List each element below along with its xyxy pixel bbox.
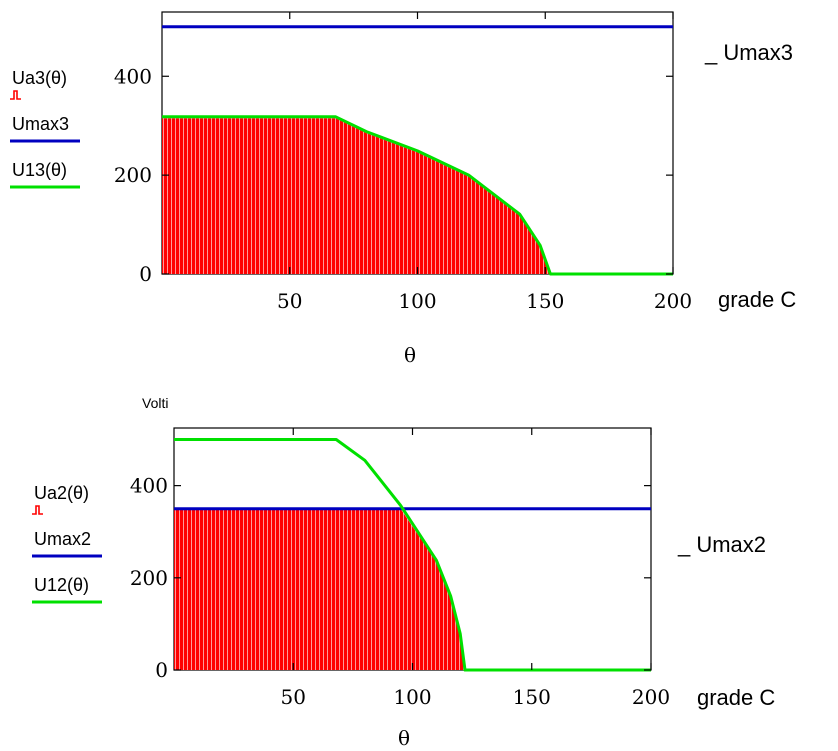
y-tick-label-1-1: 200	[130, 566, 168, 590]
legend-label-1-1: Umax2	[34, 529, 91, 549]
legend-top: Ua3(θ) Umax3 U13(θ)	[10, 68, 80, 189]
series-fill-1-0	[174, 508, 465, 670]
legend-label-0-0: Ua3(θ)	[12, 68, 67, 88]
x-unit-label-top: grade C	[718, 287, 796, 312]
series-group-bottom	[174, 438, 651, 672]
series-fill-0-0	[162, 118, 551, 274]
y-tick-label-0-0: 0	[139, 262, 152, 286]
right-label-bottom: _ Umax2	[677, 532, 766, 557]
x-var-label-top: θ	[404, 343, 416, 367]
y-tick-label-1-2: 400	[130, 474, 168, 498]
chart-top: 50 100 150 200 0 200 400 Ua3(θ) Umax3 U13(θ) _ U…	[10, 11, 796, 367]
x-unit-label-bottom: grade C	[697, 685, 775, 710]
legend-swatch-0-0	[10, 90, 21, 100]
right-label-top: _ Umax3	[704, 40, 793, 65]
x-tick-label-1-2: 150	[513, 685, 551, 709]
x-var-label-bottom: θ	[398, 726, 410, 750]
x-tick-label-0-0: 50	[277, 289, 302, 313]
legend-label-1-0: Ua2(θ)	[34, 483, 89, 503]
y-tick-label-0-1: 200	[114, 163, 152, 187]
y-tick-label-1-0: 0	[155, 658, 168, 682]
legend-bottom: Ua2(θ) Umax2 U12(θ)	[32, 483, 102, 604]
x-tick-label-0-1: 100	[398, 289, 436, 313]
axes-group-top: 50 100 150 200 0 200 400	[114, 12, 692, 313]
series-line-0-2	[162, 115, 673, 276]
legend-label-0-1: Umax3	[12, 114, 69, 134]
x-tick-label-1-0: 50	[281, 685, 306, 709]
x-tick-label-1-3: 200	[632, 685, 670, 709]
legend-swatch-1-0	[32, 505, 43, 515]
y-axis-title-bottom: Volti	[142, 395, 168, 411]
x-tick-label-0-3: 200	[654, 289, 692, 313]
legend-label-0-2: U13(θ)	[12, 160, 67, 180]
x-tick-label-0-2: 150	[526, 289, 564, 313]
x-tick-label-1-1: 100	[393, 685, 431, 709]
y-tick-label-0-2: 400	[114, 64, 152, 88]
series-group-top	[162, 25, 673, 276]
axes-group-bottom: 50 100 150 200 0 200 400	[130, 428, 670, 709]
chart-bottom: 50 100 150 200 0 200 400 Ua2(θ) Umax2 U12(θ) Vol…	[32, 395, 775, 750]
legend-label-1-2: U12(θ)	[34, 575, 89, 595]
series-line-1-2	[174, 438, 651, 672]
